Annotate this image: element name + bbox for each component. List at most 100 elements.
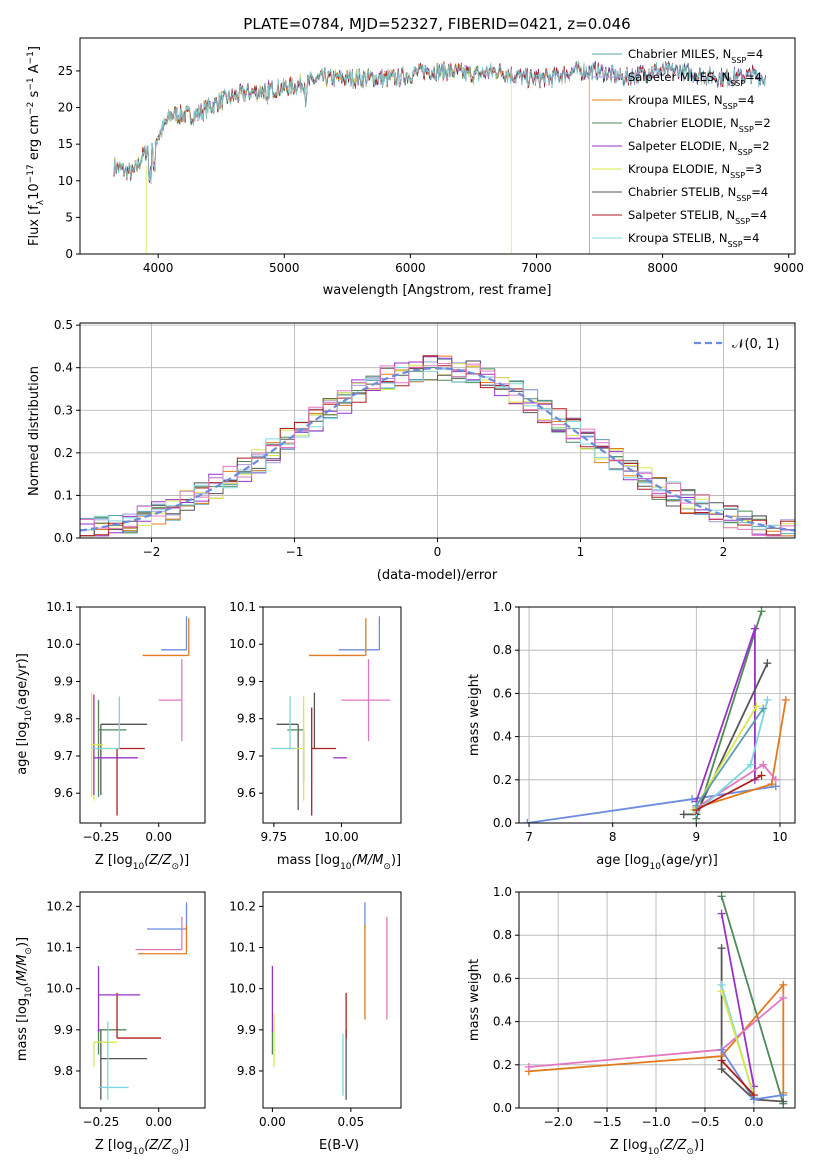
x-tick-label: 0.05 <box>337 1115 364 1129</box>
x-tick-label: 8000 <box>647 261 678 275</box>
y-tick-label: 0 <box>65 247 73 261</box>
y-tick-label: 0.0 <box>493 816 512 830</box>
data-layer <box>524 892 788 1108</box>
x-tick-label: 4000 <box>143 261 174 275</box>
y-tick-label: 9.6 <box>237 786 256 800</box>
axes-frame <box>518 891 796 1109</box>
y-tick-label: 0.2 <box>54 446 73 460</box>
data-layer <box>271 616 391 816</box>
legend-label: Salpeter ELODIE, NSSP=2 <box>628 139 770 157</box>
age-weight-ylabel: mass weight <box>467 674 482 756</box>
y-tick-label: 9.6 <box>54 786 73 800</box>
spectrum-panel: 4000 5000 6000 7000 8000 9000 0 5 10 15 20 25 Chabri… <box>26 37 804 298</box>
age-weight-panel: 7 8 9 10 0.0 0.2 0.4 0.6 0.8 1.0 age [log10(age/y… <box>467 600 796 872</box>
y-tick-label: 10.0 <box>229 982 256 996</box>
y-tick-label: 10.1 <box>46 600 73 614</box>
legend-label: Salpeter STELIB, NSSP=4 <box>628 208 767 226</box>
x-tick-label: 0 <box>434 545 442 559</box>
legend-label: Kroupa STELIB, NSSP=4 <box>628 231 759 249</box>
y-tick-label: 9.9 <box>237 674 256 688</box>
spectrum-ylabel: Flux [fλ10−17 erg cm−2 s−1 A−1] <box>26 46 46 246</box>
y-tick-label: 1.0 <box>493 885 512 899</box>
y-tick-label: 10.0 <box>46 637 73 651</box>
y-tick-label: 0.4 <box>54 361 73 375</box>
ebv-mass-panel: 0.00 0.05 9.8 9.9 10.0 10.1 10.2 E(B-V) <box>229 891 402 1153</box>
data-layer <box>523 607 790 823</box>
weight-line-salpeter_stelib <box>695 774 762 811</box>
y-tick-label: 10.1 <box>46 941 73 955</box>
y-tick-label: 5 <box>65 210 73 224</box>
x-tick-label: 10.00 <box>324 830 358 844</box>
x-tick-label: 9.75 <box>260 830 287 844</box>
weight-line-salpeter_stelib <box>720 1059 755 1096</box>
y-tick-label: 10.0 <box>46 982 73 996</box>
x-tick-label: −1.0 <box>641 1115 670 1129</box>
age-weight-plot-area: 7 8 9 10 0.0 0.2 0.4 0.6 0.8 1.0 <box>493 600 796 844</box>
legend-label: Chabrier ELODIE, NSSP=2 <box>628 116 771 134</box>
y-tick-label: 0.4 <box>493 730 512 744</box>
x-tick-label: −0.5 <box>690 1115 719 1129</box>
axes-frame <box>79 891 206 1109</box>
z-weight-panel: −2.0 −1.5 −1.0 −0.5 0.0 0.0 0.2 0.4 0.6 0.8 1.0 Z … <box>467 885 796 1157</box>
y-tick-label: 20 <box>58 101 73 115</box>
data-layer <box>271 902 388 1100</box>
y-tick-label: 9.8 <box>54 712 73 726</box>
y-tick-label: 0.8 <box>493 928 512 942</box>
x-tick-label: 2 <box>720 545 728 559</box>
y-tick-label: 15 <box>58 137 73 151</box>
x-tick-label: 0.00 <box>145 1115 172 1129</box>
x-tick-label: 10 <box>772 830 787 844</box>
weight-line-chabrier_elodie <box>695 611 763 819</box>
residual-hist-chabrier_stelib <box>80 360 795 537</box>
data-layer <box>90 616 190 816</box>
y-tick-label: 0.5 <box>54 318 73 332</box>
spectrum-plot-area: 4000 5000 6000 7000 8000 9000 0 5 10 15 20 25 Chabri… <box>58 37 804 275</box>
y-tick-label: 9.9 <box>54 674 73 688</box>
y-tick-label: 0.8 <box>493 643 512 657</box>
y-tick-label: 0.0 <box>493 1101 512 1115</box>
residuals-plot-area: −2 −1 0 1 2 0.0 0.1 0.2 0.3 0.4 0.5 𝒩(0, 1) <box>54 318 796 559</box>
y-tick-label: 9.8 <box>237 1064 256 1078</box>
y-tick-label: 10.2 <box>229 899 256 913</box>
axes-frame <box>262 606 402 824</box>
legend-label: 𝒩(0, 1) <box>732 337 779 352</box>
data-layer <box>93 902 188 1100</box>
legend-label: Kroupa ELODIE, NSSP=3 <box>628 162 762 180</box>
y-tick-label: 0.1 <box>54 488 73 502</box>
spectrum-series-kroupa_stelib <box>113 60 766 184</box>
y-tick-label: 0.3 <box>54 403 73 417</box>
mass-age-xlabel: mass [log10(M/M⊙)] <box>277 853 401 872</box>
x-tick-label: −2.0 <box>544 1115 573 1129</box>
x-tick-label: −1.5 <box>593 1115 622 1129</box>
weight-line-kroupa_elodie <box>720 991 755 1096</box>
ebv-mass-xlabel: E(B-V) <box>319 1138 359 1153</box>
mass-age-plot-area: 9.75 10.00 9.6 9.7 9.8 9.9 10.0 10.1 <box>229 600 402 844</box>
y-tick-label: 9.8 <box>54 1064 73 1078</box>
y-tick-label: 25 <box>58 64 73 78</box>
z-weight-xlabel: Z [log10(Z/Z⊙)] <box>610 1138 704 1157</box>
y-tick-label: 10.1 <box>229 941 256 955</box>
y-tick-label: 9.8 <box>237 712 256 726</box>
data-layer <box>113 59 766 254</box>
x-tick-label: 1 <box>577 545 585 559</box>
z-mass-ylabel: mass [log10(M/M⊙)] <box>15 937 34 1061</box>
y-tick-label: 0.2 <box>493 773 512 787</box>
weight-line-salpeter_elodie <box>720 913 755 1087</box>
x-tick-label: −2 <box>143 545 161 559</box>
x-tick-label: 7000 <box>521 261 552 275</box>
ebv-mass-plot-area: 0.00 0.05 9.8 9.9 10.0 10.1 10.2 <box>229 891 402 1129</box>
legend-label: Chabrier STELIB, NSSP=4 <box>628 185 768 203</box>
y-tick-label: 0.0 <box>54 531 73 545</box>
legend-label: Chabrier MILES, NSSP=4 <box>628 47 763 65</box>
y-tick-label: 0.4 <box>493 1015 512 1029</box>
x-tick-label: 0.0 <box>744 1115 763 1129</box>
x-tick-label: 9 <box>692 830 700 844</box>
z-mass-plot-area: −0.25 0.00 9.8 9.9 10.0 10.1 10.2 <box>46 891 206 1129</box>
z-weight-plot-area: −2.0 −1.5 −1.0 −0.5 0.0 0.0 0.2 0.4 0.6 0.8 1.0 <box>493 885 796 1129</box>
y-tick-label: 10.2 <box>46 899 73 913</box>
axes-frame <box>79 37 796 255</box>
residuals-ylabel: Normed distribution <box>27 366 42 496</box>
y-tick-label: 0.2 <box>493 1058 512 1072</box>
residual-hist-salpeter_stelib <box>80 355 795 537</box>
